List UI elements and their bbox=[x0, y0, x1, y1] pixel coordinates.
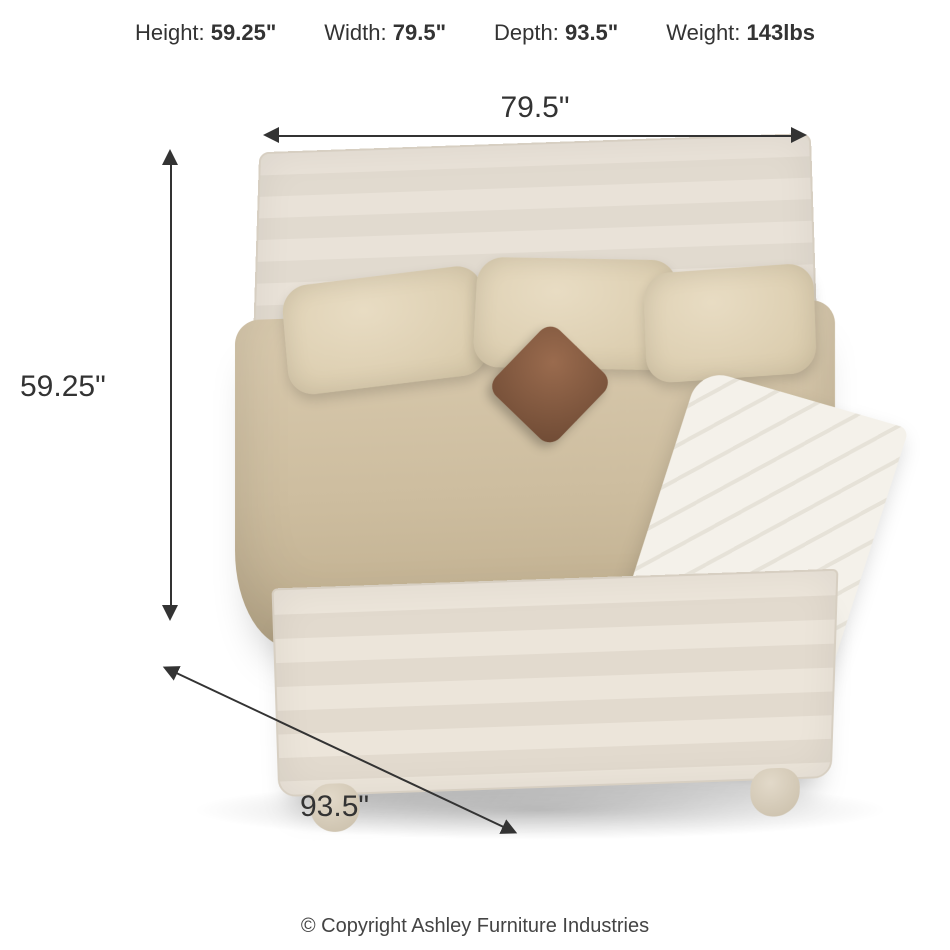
spec-weight-value: 143lbs bbox=[747, 20, 816, 45]
spec-width-value: 79.5" bbox=[393, 20, 446, 45]
copyright-text: © Copyright Ashley Furniture Industries bbox=[0, 915, 950, 938]
spec-width: Width: 79.5" bbox=[324, 20, 446, 46]
arrowhead-icon bbox=[263, 127, 279, 143]
spec-height-label: Height: bbox=[135, 20, 205, 45]
pillow bbox=[643, 262, 817, 384]
spec-weight-label: Weight: bbox=[666, 20, 740, 45]
diagram-stage: 79.5" 59.25" 93.5" bbox=[0, 80, 950, 880]
spec-depth-value: 93.5" bbox=[565, 20, 618, 45]
dimension-height-label: 59.25" bbox=[20, 370, 106, 404]
dimension-width-label: 79.5" bbox=[500, 91, 569, 125]
spec-row: Height: 59.25" Width: 79.5" Depth: 93.5"… bbox=[0, 20, 950, 46]
arrow-line bbox=[170, 161, 172, 609]
spec-height-value: 59.25" bbox=[211, 20, 276, 45]
spec-weight: Weight: 143lbs bbox=[666, 20, 815, 46]
spec-height: Height: 59.25" bbox=[135, 20, 276, 46]
spec-width-label: Width: bbox=[324, 20, 386, 45]
arrowhead-icon bbox=[162, 149, 178, 165]
dimension-depth: 93.5" bbox=[150, 640, 570, 860]
spec-depth: Depth: 93.5" bbox=[494, 20, 618, 46]
arrowhead-icon bbox=[162, 605, 178, 621]
spec-depth-label: Depth: bbox=[494, 20, 559, 45]
arrowhead-icon bbox=[791, 127, 807, 143]
dimension-width: 79.5" bbox=[255, 95, 815, 155]
dimension-height bbox=[140, 145, 200, 625]
arrow-line bbox=[275, 135, 795, 137]
dimension-depth-label: 93.5" bbox=[300, 790, 369, 824]
depth-arrow-icon bbox=[150, 640, 570, 860]
